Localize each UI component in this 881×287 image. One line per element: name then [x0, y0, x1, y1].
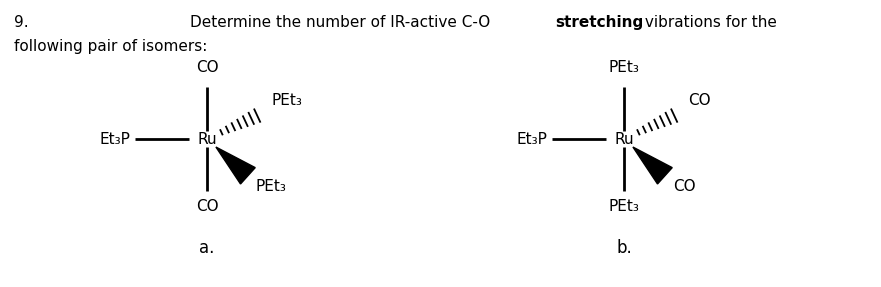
- Text: Et₃P: Et₃P: [516, 131, 547, 146]
- Text: PEt₃: PEt₃: [609, 60, 640, 75]
- Polygon shape: [633, 147, 672, 184]
- Text: PEt₃: PEt₃: [271, 93, 302, 108]
- Text: CO: CO: [196, 60, 218, 75]
- Text: Determine the number of IR-active C-O: Determine the number of IR-active C-O: [190, 15, 495, 30]
- Text: b.: b.: [616, 239, 632, 257]
- Text: Et₃P: Et₃P: [100, 131, 130, 146]
- Text: Ru: Ru: [197, 131, 217, 146]
- Text: following pair of isomers:: following pair of isomers:: [14, 39, 207, 54]
- Text: vibrations for the: vibrations for the: [640, 15, 777, 30]
- Text: Ru: Ru: [614, 131, 633, 146]
- Text: CO: CO: [688, 93, 711, 108]
- Text: a.: a.: [199, 239, 215, 257]
- Text: PEt₃: PEt₃: [255, 179, 286, 194]
- Text: CO: CO: [673, 179, 695, 194]
- Polygon shape: [216, 147, 255, 184]
- Text: CO: CO: [196, 199, 218, 214]
- Text: PEt₃: PEt₃: [609, 199, 640, 214]
- Text: 9.: 9.: [14, 15, 28, 30]
- Text: stretching: stretching: [555, 15, 643, 30]
